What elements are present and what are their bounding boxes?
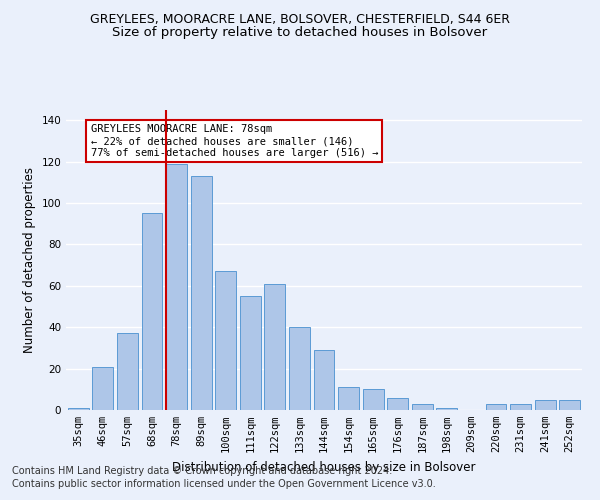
Bar bbox=[412, 404, 433, 410]
Bar bbox=[559, 400, 580, 410]
Bar bbox=[338, 387, 359, 410]
Y-axis label: Number of detached properties: Number of detached properties bbox=[23, 167, 36, 353]
Text: Contains HM Land Registry data © Crown copyright and database right 2024.: Contains HM Land Registry data © Crown c… bbox=[12, 466, 392, 476]
Bar bbox=[166, 164, 187, 410]
Bar bbox=[92, 366, 113, 410]
Bar bbox=[314, 350, 334, 410]
Bar bbox=[117, 334, 138, 410]
Bar bbox=[387, 398, 408, 410]
Text: Contains public sector information licensed under the Open Government Licence v3: Contains public sector information licen… bbox=[12, 479, 436, 489]
Bar bbox=[215, 272, 236, 410]
Bar bbox=[289, 327, 310, 410]
Bar bbox=[142, 214, 163, 410]
Bar bbox=[436, 408, 457, 410]
Text: GREYLEES MOORACRE LANE: 78sqm
← 22% of detached houses are smaller (146)
77% of : GREYLEES MOORACRE LANE: 78sqm ← 22% of d… bbox=[91, 124, 378, 158]
Bar bbox=[485, 404, 506, 410]
Text: GREYLEES, MOORACRE LANE, BOLSOVER, CHESTERFIELD, S44 6ER: GREYLEES, MOORACRE LANE, BOLSOVER, CHEST… bbox=[90, 12, 510, 26]
Bar bbox=[510, 404, 531, 410]
Bar bbox=[68, 408, 89, 410]
Bar bbox=[191, 176, 212, 410]
Bar bbox=[362, 390, 383, 410]
X-axis label: Distribution of detached houses by size in Bolsover: Distribution of detached houses by size … bbox=[172, 460, 476, 473]
Bar bbox=[535, 400, 556, 410]
Bar bbox=[240, 296, 261, 410]
Text: Size of property relative to detached houses in Bolsover: Size of property relative to detached ho… bbox=[112, 26, 488, 39]
Bar bbox=[265, 284, 286, 410]
